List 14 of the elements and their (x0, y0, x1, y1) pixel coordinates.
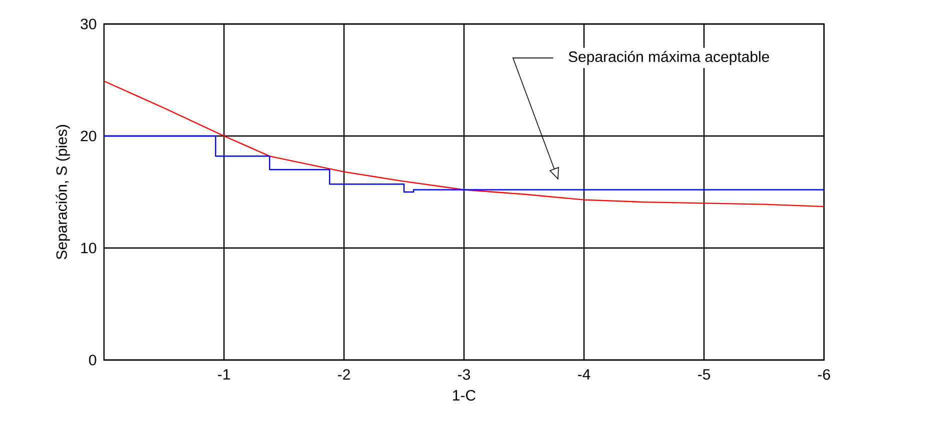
x-tick-label: -2 (338, 369, 350, 380)
x-axis-title: 1-C (453, 390, 476, 401)
y-tick-label: 30 (80, 18, 96, 30)
x-tick-label: -3 (458, 369, 470, 380)
y-tick-label: 10 (81, 242, 96, 254)
annotation: Separación máxima aceptable (568, 50, 770, 66)
y-axis-title: Separación, S (pies) (56, 125, 70, 260)
x-tick-label: -4 (578, 369, 590, 380)
x-tick-label: -6 (818, 369, 830, 380)
y-tick-label: 20 (80, 130, 96, 142)
x-tick-label: -5 (698, 369, 710, 380)
line-series (103, 80, 825, 208)
y-tick-label: 0 (89, 354, 96, 366)
x-tick-label: -1 (218, 369, 230, 380)
